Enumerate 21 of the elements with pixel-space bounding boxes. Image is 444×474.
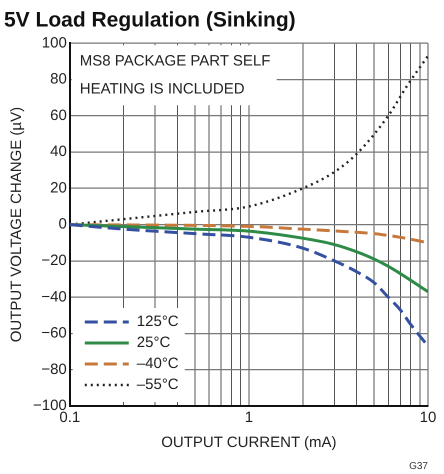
y-tick-label: 40 <box>50 143 67 160</box>
chart-title: 5V Load Regulation (Sinking) <box>4 8 296 32</box>
y-tick-label: 60 <box>50 106 67 124</box>
text: G37 <box>409 460 428 472</box>
x-axis-title: OUTPUT CURRENT (mA) <box>161 434 337 452</box>
legend-label: 125°C <box>136 313 179 330</box>
y-tick-label: −80 <box>41 360 67 378</box>
x-tick-label: 10 <box>420 409 436 426</box>
legend-label: 25°C <box>136 334 170 352</box>
legend-label: –40°C <box>136 355 179 372</box>
annotation: MS8 PACKAGE PART SELF HEATING IS INCLUDED <box>80 52 270 98</box>
y-tick-label: 20 <box>50 179 67 196</box>
y-tick-label: 80 <box>50 70 67 88</box>
y-tick-label: −20 <box>41 252 67 270</box>
x-tick-label: 1 <box>244 409 254 426</box>
y-axis-title: OUTPUT VOLTAGE CHANGE (µV) <box>8 106 26 342</box>
y-tick-label: −60 <box>41 324 67 342</box>
y-tick-label: 0 <box>58 216 67 233</box>
legend-label: –55°C <box>136 376 179 394</box>
y-tick-label: −40 <box>41 288 67 306</box>
y-tick-label: 100 <box>42 34 67 52</box>
